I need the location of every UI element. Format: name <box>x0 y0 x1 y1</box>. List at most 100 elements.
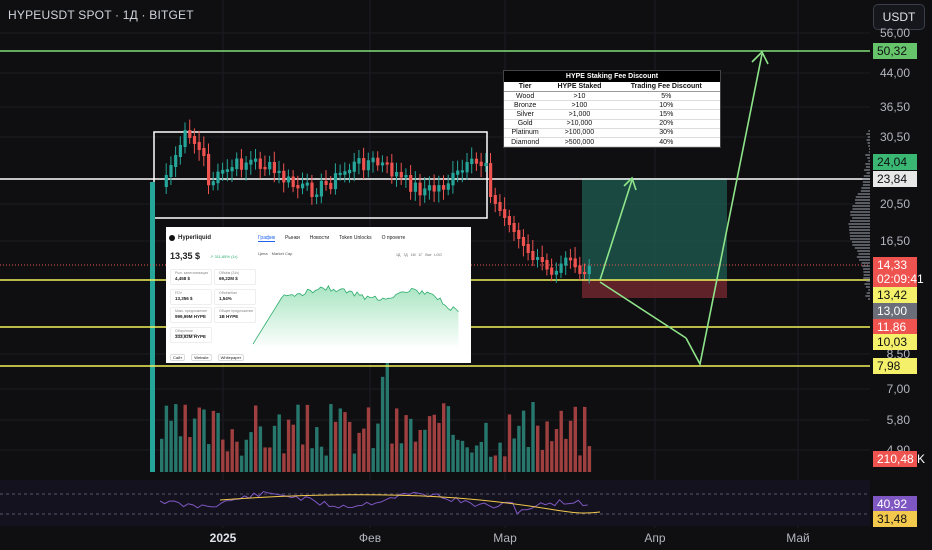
price-tag: 13,00 <box>873 303 917 319</box>
profile-bar <box>854 247 870 249</box>
volume-bar <box>437 422 441 472</box>
profile-bar <box>868 130 870 132</box>
staking-cell: 5% <box>612 91 720 102</box>
card-stat-key: Макс. предложение <box>175 309 208 313</box>
candle-body <box>517 230 521 239</box>
staking-cell: >500,000 <box>546 137 613 148</box>
candle-body <box>164 175 168 187</box>
arrow-head <box>623 176 637 191</box>
volume-bars <box>160 349 592 472</box>
candle-body <box>484 163 488 167</box>
card-stat: Объём (24ч) 69,22M $ <box>214 269 256 285</box>
candle-body <box>235 158 239 170</box>
time-axis-label: 2025 <box>209 531 237 545</box>
card-stat-value: 13,356 $ <box>175 296 193 301</box>
arrow-head <box>751 50 769 65</box>
volume-bar <box>376 423 380 472</box>
profile-bar <box>849 226 870 228</box>
candle-body <box>268 161 272 170</box>
card-tab[interactable]: Рынки <box>285 235 300 241</box>
candle-body <box>493 195 497 204</box>
candle-body <box>521 237 526 246</box>
card-tab[interactable]: Новости <box>309 235 330 241</box>
profile-bar <box>863 268 870 270</box>
candle-body <box>277 170 281 174</box>
profile-bar <box>850 238 870 240</box>
candle-body <box>526 244 530 253</box>
candle-body <box>545 259 549 270</box>
candle-body <box>319 180 323 197</box>
price-tag: 11,86 <box>873 319 917 335</box>
staking-row: Bronze >100 10% <box>504 100 720 111</box>
card-range[interactable]: 1Д <box>396 253 401 257</box>
volume-bar <box>160 438 164 472</box>
card-stat-value: 4,458 $ <box>175 276 191 281</box>
card-footer-link[interactable]: Website <box>191 354 212 361</box>
price-axis-label: 8,50 <box>886 347 910 361</box>
candle-body <box>550 267 554 275</box>
volume-bar <box>517 425 521 472</box>
volume-bar <box>456 439 460 472</box>
volume-bar <box>545 421 549 472</box>
card-stat: Рын. капитализация 4,458 $ <box>170 269 212 285</box>
price-tag: 31,48 <box>873 511 917 527</box>
price-tag: 14,33 <box>873 257 917 273</box>
staking-row: Wood >10 5% <box>504 91 720 102</box>
card-stat-value: 1B HYPE <box>219 314 239 319</box>
profile-bar <box>863 277 870 279</box>
staking-cell: Silver <box>504 109 547 120</box>
candle-body <box>230 167 234 172</box>
price-axis-label: 56,00 <box>879 26 910 40</box>
candle-body <box>474 158 479 164</box>
volume-bar <box>235 441 239 472</box>
profile-bar <box>866 172 870 174</box>
card-tab[interactable]: О проекте <box>381 235 406 241</box>
card-range[interactable]: LOG <box>434 253 442 257</box>
volume-bar <box>573 406 577 472</box>
profile-bar <box>865 295 870 297</box>
candle-body <box>498 202 502 211</box>
card-control[interactable]: Market Cap <box>271 251 293 256</box>
staking-col-header: HYPE Staked <box>546 82 613 92</box>
card-stat: Оборотное предложение 333,92M HYPE <box>170 327 212 343</box>
profile-bar <box>862 181 870 183</box>
staking-cell: >10 <box>546 91 613 102</box>
card-range[interactable]: 1М <box>410 253 416 257</box>
card-control[interactable]: Цена <box>258 251 268 256</box>
candle-body <box>536 257 540 260</box>
volume-bar <box>296 404 300 472</box>
card-tab[interactable]: Token Unlocks <box>339 235 372 241</box>
volume-bar <box>263 447 267 472</box>
volume-bar <box>587 446 592 472</box>
volume-bar <box>357 432 361 472</box>
volume-bar <box>559 410 563 472</box>
volume-bar <box>230 429 234 472</box>
profile-bar <box>866 292 870 294</box>
volume-bar <box>277 414 281 472</box>
volume-bar <box>183 404 187 472</box>
price-tag: 210,48 K <box>873 451 925 467</box>
staking-cell: 15% <box>612 109 720 120</box>
candle-body <box>573 258 577 268</box>
volume-bar <box>451 434 455 472</box>
card-footer-link[interactable]: Whitepaper <box>217 354 245 361</box>
candle-body <box>291 176 295 188</box>
card-footer: Сайт Website Whitepaper <box>170 354 245 361</box>
price-axis-label: 5,80 <box>886 413 910 427</box>
currency-button[interactable]: USDT <box>873 4 925 30</box>
candle-body <box>169 165 173 177</box>
candle-body <box>427 185 432 191</box>
card-range[interactable]: Все <box>425 253 432 257</box>
card-footer-link[interactable]: Сайт <box>170 354 186 361</box>
card-range[interactable]: 1Г <box>418 253 423 257</box>
card-range[interactable]: 7Д <box>403 253 408 257</box>
price-axis-label: 44,00 <box>879 66 910 80</box>
card-stat-value: 1,54% <box>219 296 232 301</box>
card-tab[interactable]: График <box>258 235 276 242</box>
profile-bar <box>868 145 870 147</box>
staking-row: Silver >1,000 15% <box>504 109 720 120</box>
rsi-background <box>0 480 870 526</box>
price-axis-label: 36,50 <box>879 100 910 114</box>
profile-bar <box>861 265 870 267</box>
